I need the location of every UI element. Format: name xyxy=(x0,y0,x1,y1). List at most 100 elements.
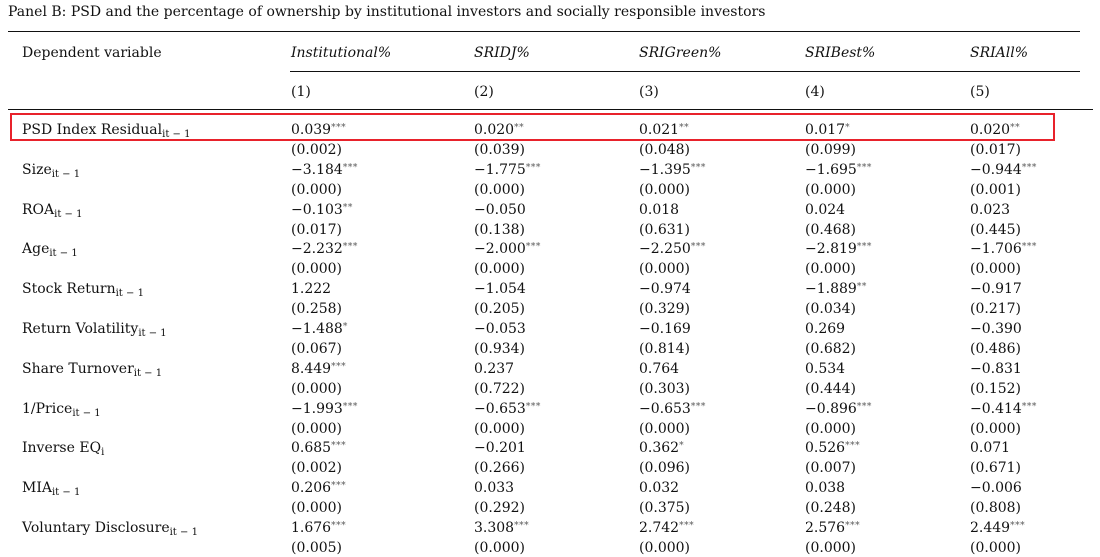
p-value-cell: (0.671) xyxy=(970,460,1022,477)
significance-stars: *** xyxy=(856,242,872,253)
column-header: SRIGreen% xyxy=(639,45,722,61)
coefficient-cell: 3.308*** xyxy=(474,520,530,536)
significance-stars: *** xyxy=(331,441,347,452)
column-header: Institutional% xyxy=(291,45,392,61)
p-value-cell: (0.002) xyxy=(291,460,343,477)
column-number: (3) xyxy=(639,84,659,100)
row-label-subscript: it − 1 xyxy=(133,367,163,379)
significance-stars: *** xyxy=(1010,521,1026,531)
significance-stars: *** xyxy=(514,521,530,531)
coefficient-cell: 0.024 xyxy=(805,201,846,218)
p-value-cell: (0.000) xyxy=(970,261,1022,278)
p-value-cell: (0.000) xyxy=(639,420,691,437)
row-label-subscript: it − 1 xyxy=(72,407,101,419)
row-label: Voluntary Disclosureit − 1 xyxy=(22,520,198,538)
coefficient-cell: −2.000*** xyxy=(474,241,541,258)
coefficient-cell: 0.237 xyxy=(474,360,515,377)
coefficient-cell: 0.017* xyxy=(805,122,851,138)
p-value-cell: (0.000) xyxy=(805,261,857,278)
coefficient-cell: 0.526*** xyxy=(805,440,861,457)
row-label: Ageit − 1 xyxy=(22,241,78,260)
p-value-cell: (0.002) xyxy=(291,142,343,158)
coefficient-cell: −0.103** xyxy=(291,201,353,218)
p-value-cell: (0.205) xyxy=(474,301,526,318)
p-value-cell: (0.099) xyxy=(805,142,857,158)
coefficient-cell: 2.742*** xyxy=(639,520,695,536)
row-label-subscript: it − 1 xyxy=(49,248,78,260)
p-value-cell: (0.000) xyxy=(805,181,857,198)
row-label: Sizeit − 1 xyxy=(22,161,81,180)
coefficient-cell: −2.819*** xyxy=(805,241,872,258)
coefficient-cell: −1.395*** xyxy=(639,161,706,178)
significance-stars: *** xyxy=(342,162,358,173)
significance-stars: * xyxy=(845,123,851,133)
coefficient-cell: −1.695*** xyxy=(805,161,872,178)
coefficient-cell: −1.706*** xyxy=(970,241,1037,258)
row-label: MIAit − 1 xyxy=(22,480,81,499)
coefficient-cell: 8.449*** xyxy=(291,360,347,377)
row-label: Stock Returnit − 1 xyxy=(22,281,144,300)
p-value-cell: (0.000) xyxy=(639,181,691,198)
coefficient-cell: 0.685*** xyxy=(291,440,347,457)
p-value-cell: (0.248) xyxy=(805,500,857,517)
coefficient-cell: −0.944*** xyxy=(970,161,1037,178)
p-value-cell: (0.005) xyxy=(291,540,343,556)
coefficient-cell: 0.021** xyxy=(639,122,690,138)
row-label-subscript: it − 1 xyxy=(169,527,198,538)
significance-stars: *** xyxy=(525,401,541,412)
numbers-rule xyxy=(8,109,1093,110)
p-value-cell: (0.000) xyxy=(291,420,343,437)
p-value-cell: (0.682) xyxy=(805,341,857,357)
p-value-cell: (0.067) xyxy=(291,341,343,357)
coefficient-cell: −1.488* xyxy=(291,321,348,337)
p-value-cell: (0.000) xyxy=(291,181,343,198)
column-header: SRIBest% xyxy=(805,45,876,61)
coefficient-cell: 0.764 xyxy=(639,360,680,377)
coefficient-cell: −1.889** xyxy=(805,281,867,298)
p-value-cell: (0.007) xyxy=(805,460,857,477)
row-label: Share Turnoverit − 1 xyxy=(22,360,163,379)
significance-stars: *** xyxy=(525,162,541,173)
p-value-cell: (0.934) xyxy=(474,341,526,357)
p-value-cell: (0.303) xyxy=(639,380,691,397)
row-label-subscript: it − 1 xyxy=(51,168,81,180)
coefficient-cell: 0.032 xyxy=(639,480,680,497)
column-number: (5) xyxy=(970,84,990,100)
p-value-cell: (0.814) xyxy=(639,341,691,357)
significance-stars: ** xyxy=(856,282,867,293)
coefficient-cell: −0.653*** xyxy=(474,400,541,417)
row-label-subscript: it − 1 xyxy=(138,328,167,339)
p-value-cell: (0.000) xyxy=(970,420,1022,437)
coefficient-cell: −2.232*** xyxy=(291,241,358,258)
p-value-cell: (0.445) xyxy=(970,221,1022,238)
p-value-cell: (0.000) xyxy=(291,261,343,278)
significance-stars: ** xyxy=(342,202,353,213)
coefficient-cell: −0.050 xyxy=(474,201,526,218)
significance-stars: *** xyxy=(856,401,872,412)
coefficient-cell: −0.896*** xyxy=(805,400,872,417)
significance-stars: *** xyxy=(679,521,695,531)
coefficient-cell: −0.653*** xyxy=(639,400,706,417)
p-value-cell: (0.034) xyxy=(805,301,857,318)
coefficient-cell: 0.020** xyxy=(970,122,1021,138)
coefficient-cell: −0.201 xyxy=(474,440,526,457)
coefficient-cell: 0.020** xyxy=(474,122,525,138)
coefficient-cell: 0.206*** xyxy=(291,480,347,497)
significance-stars: *** xyxy=(525,242,541,253)
p-value-cell: (0.000) xyxy=(291,500,343,517)
significance-stars: *** xyxy=(845,441,861,452)
p-value-cell: (0.486) xyxy=(970,341,1022,357)
significance-stars: *** xyxy=(331,481,347,492)
highlight-box xyxy=(10,113,1055,141)
coefficient-cell: 0.033 xyxy=(474,480,515,497)
coefficient-cell: −3.184*** xyxy=(291,161,358,178)
significance-stars: *** xyxy=(1021,401,1037,412)
p-value-cell: (0.001) xyxy=(970,181,1022,198)
coefficient-cell: −0.169 xyxy=(639,321,691,337)
row-label: Return Volatilityit − 1 xyxy=(22,321,167,339)
p-value-cell: (0.329) xyxy=(639,301,691,318)
row-label-subscript: it − 1 xyxy=(162,129,191,140)
significance-stars: ** xyxy=(1010,123,1021,133)
p-value-cell: (0.000) xyxy=(639,540,691,556)
coefficient-cell: −0.917 xyxy=(970,281,1022,298)
